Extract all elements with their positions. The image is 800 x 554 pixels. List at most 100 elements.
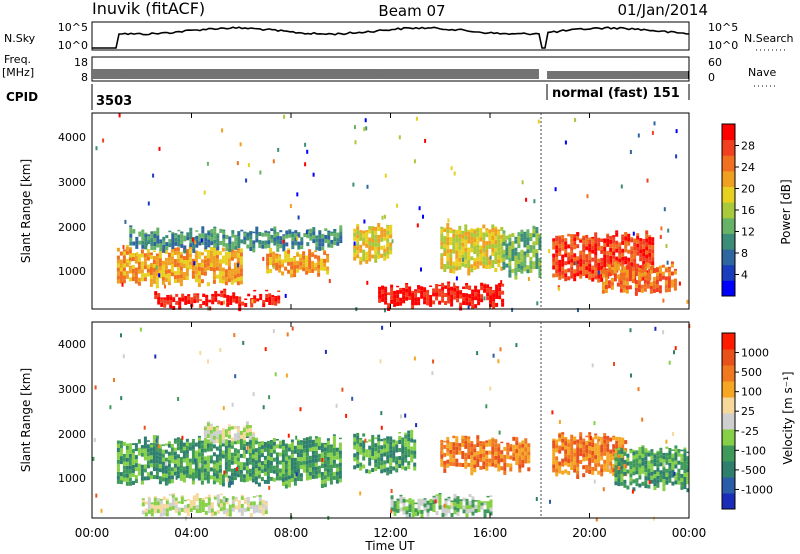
heatmap-cell bbox=[411, 499, 415, 502]
heatmap-cell bbox=[356, 234, 360, 239]
power-heatmap bbox=[95, 113, 689, 313]
heatmap-cell bbox=[119, 456, 123, 461]
heatmap-cell bbox=[227, 455, 231, 460]
heatmap-cell bbox=[154, 295, 158, 300]
heatmap-cell bbox=[225, 235, 229, 240]
heatmap-cell bbox=[624, 240, 628, 245]
heatmap-cell bbox=[203, 434, 207, 439]
heatmap-cell bbox=[282, 247, 286, 252]
heatmap-cell bbox=[677, 460, 681, 465]
heatmap-cell bbox=[218, 452, 222, 457]
heatmap-cell bbox=[658, 277, 662, 282]
heatmap-cell bbox=[386, 467, 390, 472]
heatmap-cell bbox=[392, 446, 396, 451]
heatmap-cell bbox=[116, 440, 120, 444]
heatmap-cell bbox=[317, 272, 321, 277]
heatmap-cell bbox=[122, 259, 126, 264]
heatmap-cell bbox=[585, 464, 589, 469]
heatmap-cell bbox=[386, 250, 390, 255]
heatmap-cell bbox=[491, 450, 495, 455]
heatmap-cell bbox=[573, 464, 577, 469]
heatmap-cell bbox=[173, 271, 177, 276]
heatmap-cell bbox=[624, 440, 628, 445]
heatmap-cell bbox=[253, 299, 257, 304]
heatmap-cell bbox=[606, 451, 610, 456]
heatmap-cell bbox=[489, 287, 493, 292]
heatmap-cell bbox=[119, 460, 123, 465]
heatmap-cell bbox=[462, 293, 466, 297]
heatmap-cell bbox=[653, 454, 657, 459]
heatmap-cell bbox=[470, 248, 474, 253]
heatmap-cell bbox=[468, 509, 472, 513]
heatmap-cell bbox=[356, 224, 360, 227]
heatmap-cell bbox=[254, 480, 258, 485]
heatmap-cell bbox=[260, 445, 264, 450]
heatmap-cell bbox=[498, 295, 502, 300]
heatmap-cell bbox=[206, 434, 210, 438]
heatmap-cell bbox=[150, 246, 154, 251]
heatmap-cell bbox=[166, 295, 170, 297]
heatmap-cell bbox=[281, 462, 285, 466]
heatmap-cell bbox=[199, 304, 203, 308]
heatmap-cell bbox=[377, 223, 381, 227]
heatmap-cell bbox=[567, 252, 571, 257]
heatmap-cell bbox=[514, 239, 518, 244]
heatmap-cell bbox=[239, 442, 243, 446]
heatmap-cell bbox=[500, 454, 504, 459]
heatmap-cell bbox=[152, 451, 156, 455]
heatmap-cell bbox=[476, 260, 480, 265]
heatmap-cell bbox=[128, 453, 132, 458]
heatmap-cell bbox=[156, 231, 160, 236]
heatmap-cell bbox=[465, 297, 469, 302]
heatmap-cell bbox=[231, 499, 235, 504]
heatmap-cell bbox=[393, 511, 397, 516]
heatmap-cell bbox=[299, 254, 303, 258]
heatmap-cell bbox=[500, 254, 504, 259]
heatmap-cell bbox=[631, 489, 634, 494]
heatmap-cell bbox=[212, 431, 216, 436]
heatmap-cell bbox=[552, 253, 556, 258]
heatmap-cell bbox=[359, 244, 363, 249]
heatmap-cell bbox=[631, 275, 635, 280]
heatmap-cell bbox=[471, 499, 475, 504]
heatmap-cell bbox=[284, 472, 288, 477]
heatmap-cell bbox=[461, 435, 465, 440]
colorbar-segment bbox=[722, 264, 735, 281]
heatmap-cell bbox=[353, 465, 357, 470]
heatmap-cell bbox=[196, 298, 200, 303]
heatmap-cell bbox=[236, 281, 240, 286]
heatmap-cell bbox=[529, 248, 533, 253]
heatmap-cell bbox=[203, 190, 206, 195]
heatmap-cell bbox=[327, 239, 331, 244]
heatmap-cell bbox=[440, 261, 444, 266]
heatmap-cell bbox=[640, 288, 644, 293]
heatmap-cell bbox=[165, 500, 169, 505]
heatmap-cell bbox=[171, 497, 175, 502]
heatmap-cell bbox=[659, 454, 663, 459]
heatmap-cell bbox=[471, 300, 475, 305]
heatmap-cell bbox=[420, 286, 424, 291]
heatmap-cell bbox=[432, 500, 436, 505]
heatmap-cell bbox=[471, 507, 475, 512]
heatmap-cell bbox=[446, 451, 450, 456]
heatmap-cell bbox=[594, 235, 598, 240]
heatmap-cell bbox=[446, 225, 450, 230]
heatmap-cell bbox=[140, 269, 144, 274]
heatmap-cell bbox=[219, 503, 223, 508]
heatmap-cell bbox=[509, 467, 513, 472]
x-tick-label: 12:00 bbox=[373, 526, 408, 540]
heatmap-cell bbox=[240, 495, 244, 500]
heatmap-cell bbox=[465, 513, 469, 518]
heatmap-cell bbox=[410, 454, 414, 459]
heatmap-cell bbox=[267, 236, 271, 241]
heatmap-cell bbox=[576, 272, 580, 277]
heatmap-cell bbox=[601, 273, 605, 278]
heatmap-cell bbox=[576, 471, 580, 475]
heatmap-cell bbox=[383, 438, 387, 441]
heatmap-cell bbox=[257, 446, 261, 451]
heatmap-cell bbox=[607, 264, 611, 269]
heatmap-cell bbox=[275, 262, 279, 267]
heatmap-cell bbox=[290, 257, 294, 262]
heatmap-cell bbox=[136, 252, 139, 256]
heatmap-cell bbox=[567, 244, 571, 249]
